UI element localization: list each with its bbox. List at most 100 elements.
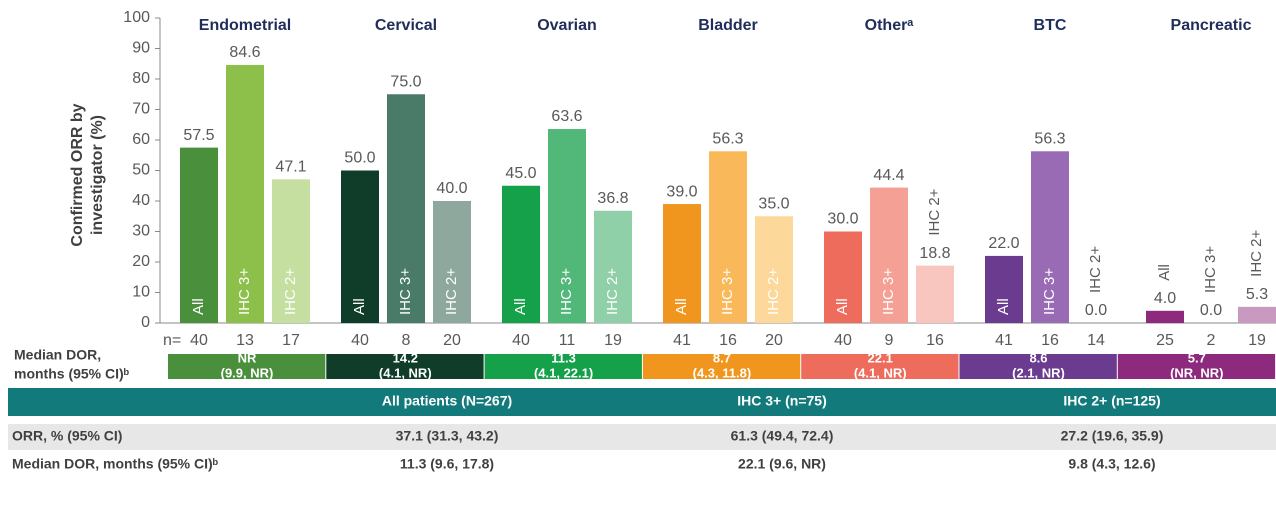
bar: [272, 179, 310, 323]
value-label: 63.6: [551, 108, 582, 125]
bar: [709, 151, 747, 323]
dor-box: [959, 354, 1117, 379]
category-title: Ovarian: [537, 17, 597, 34]
y-tick-label: 100: [123, 9, 150, 26]
bar: [663, 204, 701, 323]
dor-ci: (4.1, 22.1): [534, 365, 593, 380]
dor-box: [642, 354, 801, 379]
bar-label: All: [351, 298, 368, 315]
n-value: 20: [443, 332, 461, 349]
y-tick-label: 0: [141, 314, 150, 331]
bar-label: IHC 2+: [282, 268, 299, 315]
bar-label: All: [190, 298, 207, 315]
n-value: 41: [673, 332, 691, 349]
n-value: 8: [402, 332, 411, 349]
n-value: 25: [1156, 332, 1174, 349]
y-tick-label: 20: [132, 253, 150, 270]
bar: [824, 231, 862, 323]
dor-value: 11.3: [551, 350, 576, 365]
value-label: 75.0: [390, 73, 421, 90]
value-label: 22.0: [988, 235, 1019, 252]
table-header-cell: IHC 2+ (n=125): [1063, 393, 1160, 409]
bar-label: IHC 2+: [443, 268, 460, 315]
y-tick-label: 10: [132, 284, 150, 301]
dor-label: months (95% CI)ᵇ: [14, 366, 130, 382]
value-label: 40.0: [436, 180, 467, 197]
n-value: 17: [282, 332, 300, 349]
bar: [916, 265, 954, 323]
value-label: 36.8: [597, 190, 628, 207]
bar-label: IHC 3+: [880, 268, 897, 315]
dor-box: [801, 354, 959, 379]
n-value: 16: [926, 332, 944, 349]
bar-label: All: [673, 298, 690, 315]
y-tick-label: 50: [132, 162, 150, 179]
value-label: 0.0: [1085, 302, 1107, 319]
value-label: 45.0: [505, 165, 536, 182]
dor-box: [1117, 354, 1276, 379]
n-value: 2: [1207, 332, 1216, 349]
n-value: 13: [236, 332, 254, 349]
bar: [433, 201, 471, 323]
dor-box: [326, 354, 484, 379]
n-value: 19: [604, 332, 622, 349]
category-title: Otherᵃ: [865, 17, 914, 34]
table-cell: 61.3 (49.4, 72.4): [731, 428, 834, 444]
n-value: 19: [1248, 332, 1266, 349]
bar-label: All: [512, 298, 529, 315]
value-label: 5.3: [1246, 286, 1268, 303]
value-label: 50.0: [344, 150, 375, 167]
bar-label: IHC 3+: [397, 268, 414, 315]
dor-ci: (4.1, NR): [379, 365, 432, 380]
table-header-cell: All patients (N=267): [382, 393, 512, 409]
bar-label: IHC 3+: [1202, 246, 1219, 293]
category-title: Endometrial: [199, 17, 291, 34]
n-value: 16: [719, 332, 737, 349]
n-value: 14: [1087, 332, 1105, 349]
bar-label: All: [834, 298, 851, 315]
bar-label: IHC 2+: [926, 188, 943, 235]
bar: [502, 185, 540, 323]
table-row-bg: [8, 424, 1276, 450]
bar: [341, 170, 379, 323]
dor-value: NR: [238, 350, 257, 365]
table-cell: 9.8 (4.3, 12.6): [1068, 456, 1155, 472]
bar-label: IHC 2+: [1248, 229, 1265, 276]
value-label: 30.0: [827, 211, 858, 228]
dor-ci: (NR, NR): [1170, 365, 1223, 380]
value-label: 4.0: [1154, 290, 1176, 307]
bar-label: IHC 2+: [604, 268, 621, 315]
value-label: 57.5: [183, 127, 214, 144]
table-header: [8, 388, 1276, 416]
n-value: 40: [834, 332, 852, 349]
n-value: 40: [351, 332, 369, 349]
y-tick-label: 80: [132, 70, 150, 87]
table-cell: 22.1 (9.6, NR): [738, 456, 826, 472]
bar: [226, 64, 264, 323]
bar-label: IHC 2+: [1087, 246, 1104, 293]
n-value: 40: [190, 332, 208, 349]
table-cell: 27.2 (19.6, 35.9): [1061, 428, 1164, 444]
bar-label: IHC 3+: [719, 268, 736, 315]
n-value: 40: [512, 332, 530, 349]
category-title: Bladder: [698, 17, 758, 34]
dor-value: 22.1: [868, 350, 893, 365]
bar: [1238, 306, 1276, 323]
bar: [387, 94, 425, 323]
n-value: 16: [1041, 332, 1059, 349]
bar: [1031, 151, 1069, 323]
y-tick-label: 70: [132, 101, 150, 118]
category-title: Pancreatic: [1171, 17, 1252, 34]
bar-label: IHC 2+: [765, 268, 782, 315]
table-header-cell: IHC 3+ (n=75): [737, 393, 826, 409]
table-cell: 11.3 (9.6, 17.8): [400, 456, 494, 472]
n-value: 20: [765, 332, 783, 349]
n-value: 11: [559, 332, 576, 349]
dor-label: Median DOR,: [14, 347, 101, 363]
y-tick-label: 40: [132, 192, 150, 209]
value-label: 56.3: [712, 131, 743, 148]
dor-value: 8.6: [1029, 350, 1047, 365]
bar: [594, 210, 632, 323]
bar-label: IHC 3+: [558, 268, 575, 315]
